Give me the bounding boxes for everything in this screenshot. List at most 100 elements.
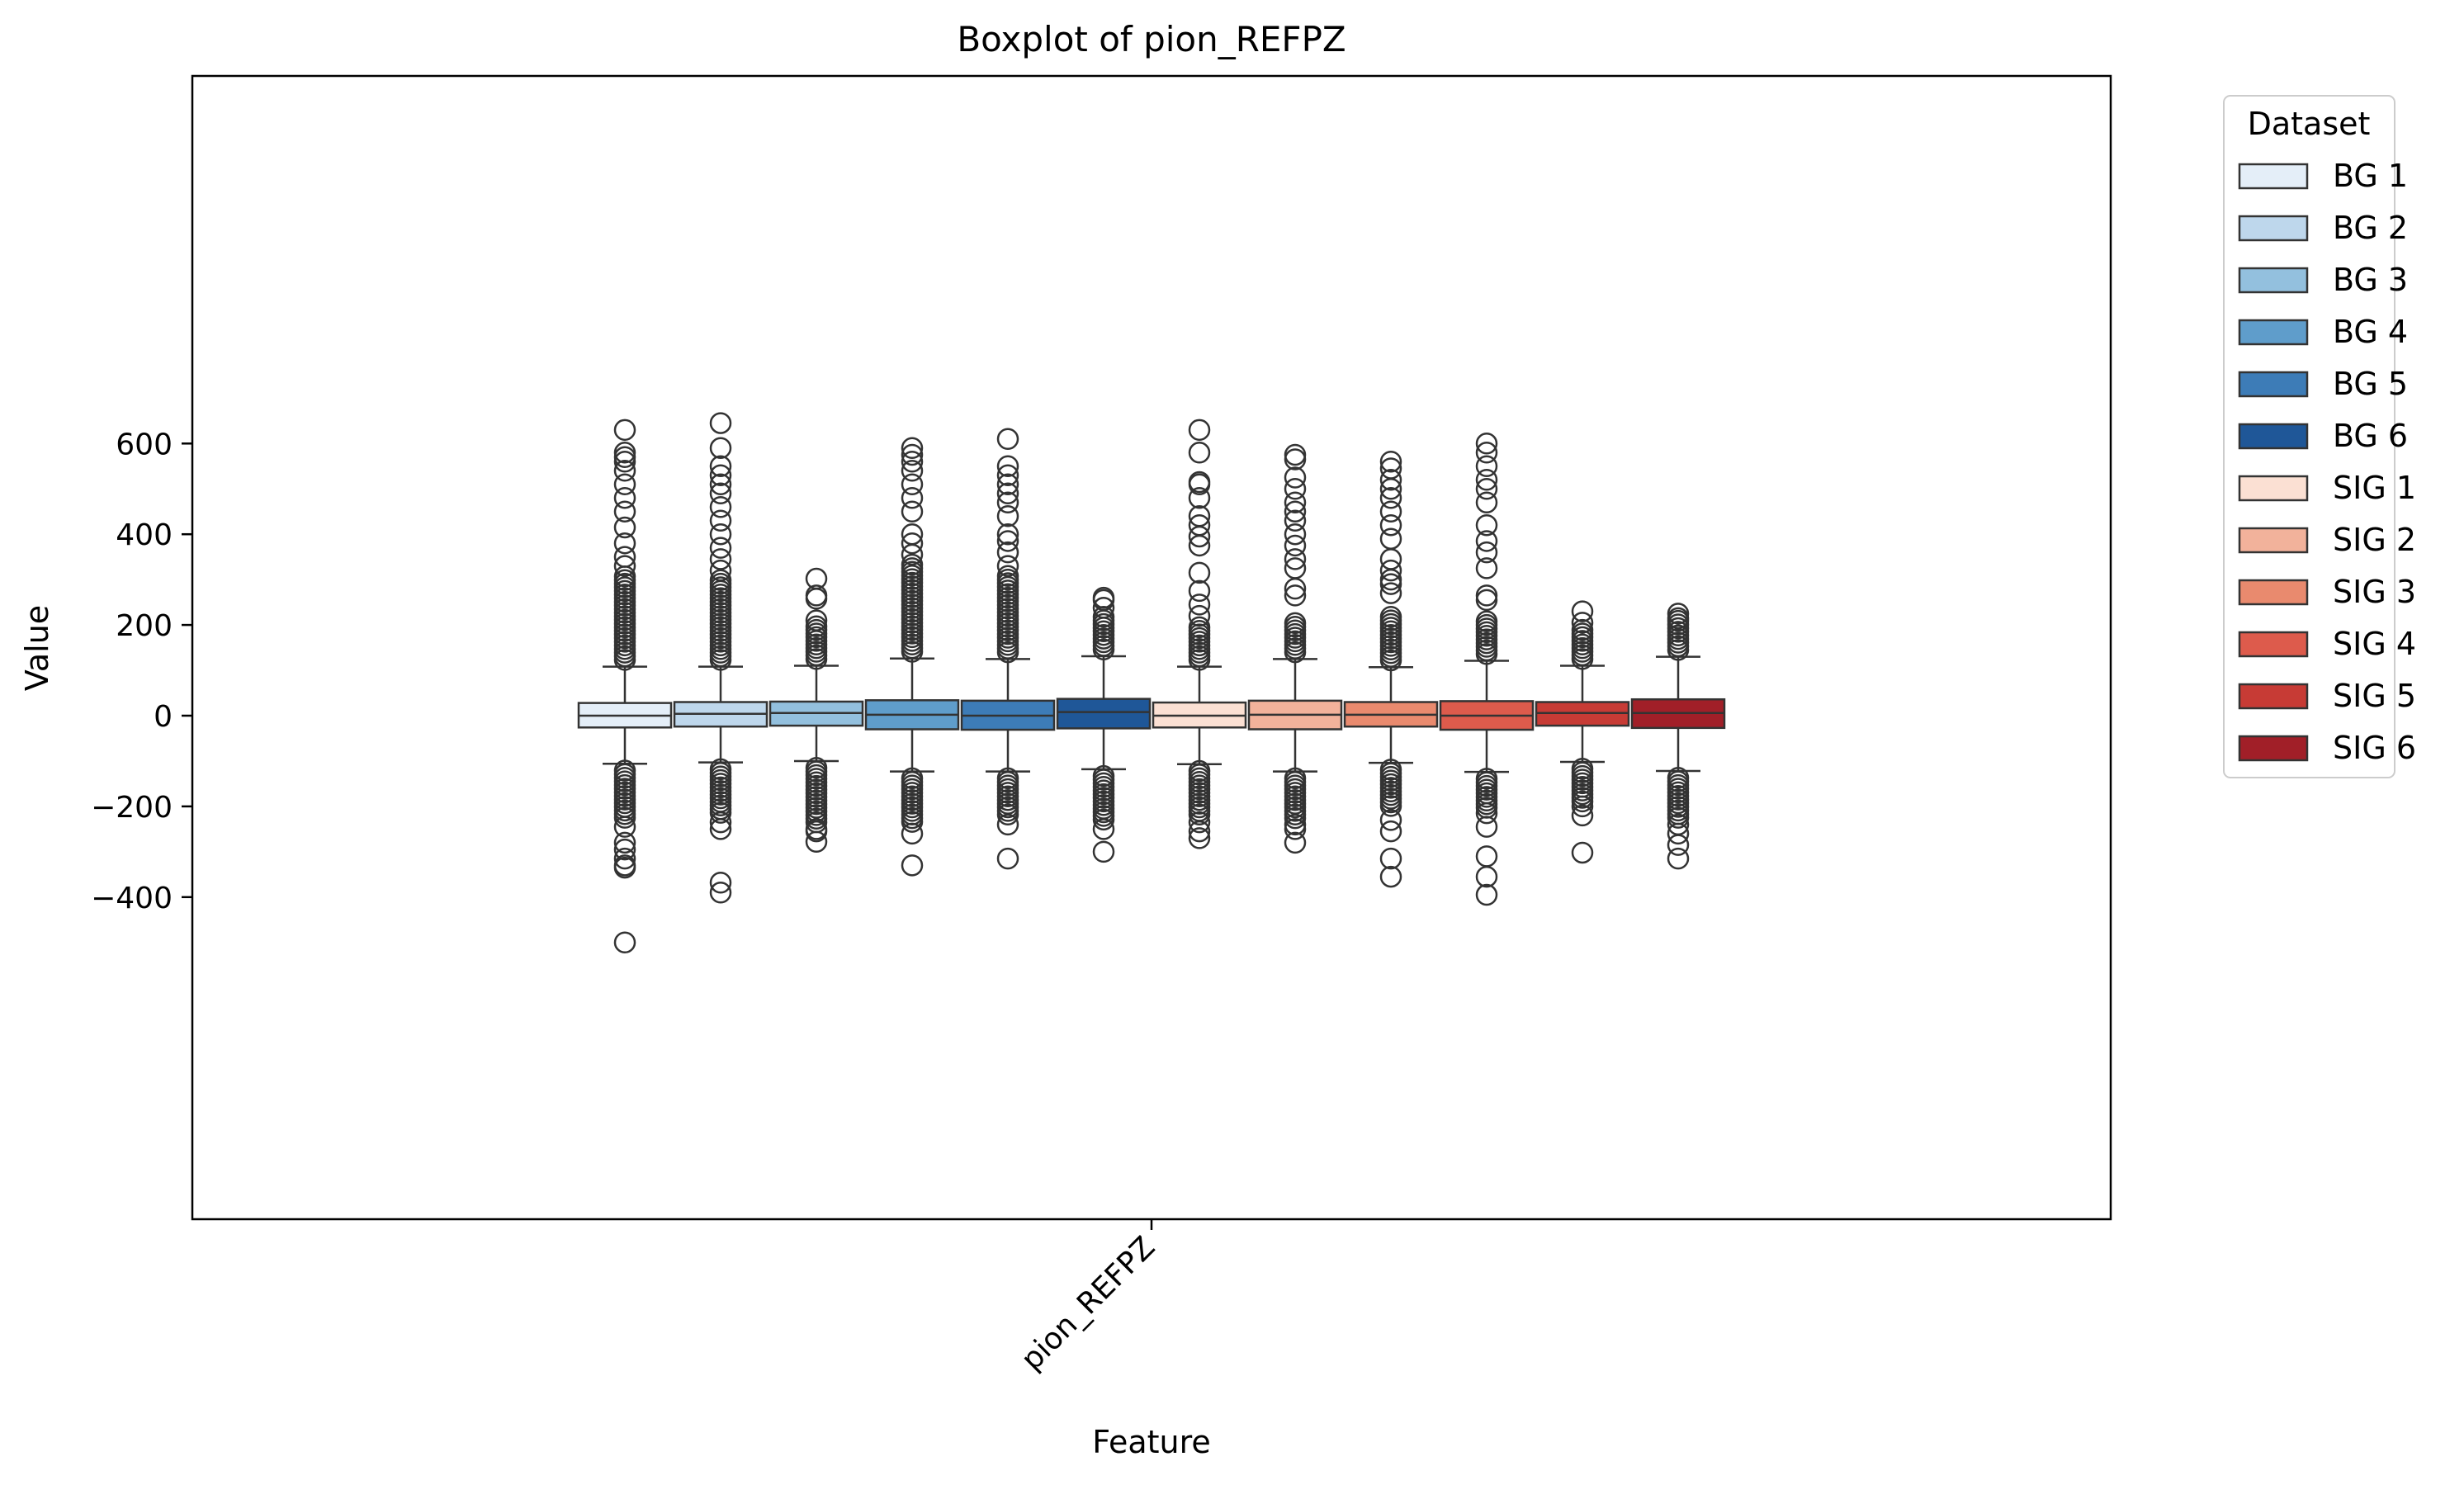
- outlier-point: [1188, 513, 1211, 537]
- outlier-point: [613, 806, 636, 829]
- box-sig-4: [1439, 433, 1535, 906]
- outlier-point: [901, 811, 924, 833]
- outlier-point: [613, 931, 636, 953]
- outlier-point: [1092, 586, 1115, 609]
- outlier-point: [996, 541, 1019, 564]
- outlier-point: [709, 523, 732, 546]
- legend-label: SIG 2: [2333, 522, 2416, 558]
- outlier-point: [1571, 600, 1594, 622]
- legend-label: BG 3: [2333, 262, 2408, 298]
- outlier-point: [805, 584, 828, 607]
- outlier-point: [1379, 469, 1402, 491]
- outlier-point: [901, 486, 924, 509]
- outlier-point: [613, 442, 636, 464]
- legend-item-bg-3[interactable]: BG 3: [2238, 262, 2408, 298]
- outlier-point: [996, 504, 1019, 527]
- outlier-point: [1188, 604, 1211, 627]
- box-sig-1: [1152, 419, 1247, 849]
- box-bg-4: [864, 437, 960, 877]
- outlier-point: [709, 412, 732, 434]
- outlier-point: [901, 451, 924, 473]
- legend-swatch: [2238, 371, 2309, 398]
- outlier-point: [1475, 865, 1498, 888]
- outlier-point: [901, 443, 924, 466]
- outlier-point: [1571, 795, 1594, 818]
- outlier-point: [1379, 513, 1402, 537]
- outlier-point: [613, 831, 636, 854]
- outlier-point: [709, 495, 732, 518]
- box-bg-1: [577, 419, 673, 953]
- box-bg-6: [1056, 586, 1152, 863]
- y-axis-label: Value: [19, 605, 55, 691]
- outlier-point: [996, 565, 1019, 588]
- legend-item-bg-2[interactable]: BG 2: [2238, 210, 2408, 246]
- y-tick-label: −400: [91, 882, 173, 915]
- outlier-point: [613, 460, 636, 482]
- outlier-point: [1284, 612, 1307, 635]
- legend-label: BG 5: [2333, 366, 2408, 402]
- legend-item-sig-1[interactable]: SIG 1: [2238, 470, 2416, 506]
- outlier-point: [1188, 579, 1211, 603]
- outlier-point: [709, 455, 732, 478]
- legend-item-bg-1[interactable]: BG 1: [2238, 158, 2408, 194]
- outlier-point: [709, 811, 732, 834]
- outlier-point: [1284, 466, 1307, 489]
- legend-item-sig-3[interactable]: SIG 3: [2238, 574, 2416, 610]
- outlier-point: [1284, 818, 1307, 840]
- legend-label: SIG 4: [2333, 626, 2416, 662]
- outlier-point: [1284, 584, 1307, 607]
- outlier-point: [709, 871, 732, 894]
- box-bg-3: [769, 567, 864, 854]
- outlier-point: [1188, 616, 1211, 639]
- y-tick-label: 0: [154, 700, 173, 734]
- outlier-point: [1379, 582, 1402, 604]
- outlier-point: [1475, 816, 1498, 838]
- outlier-point: [996, 491, 1019, 513]
- outlier-point: [901, 523, 924, 546]
- outlier-point: [996, 813, 1019, 836]
- box-sig-3: [1343, 451, 1439, 888]
- legend-swatch: [2238, 735, 2309, 762]
- outlier-point: [1379, 451, 1402, 473]
- outlier-point: [613, 532, 636, 555]
- outlier-point: [805, 615, 828, 637]
- legend-item-bg-6[interactable]: BG 6: [2238, 418, 2408, 454]
- outlier-point: [1475, 883, 1498, 906]
- outlier-point: [996, 482, 1019, 504]
- outlier-point: [1379, 865, 1402, 888]
- legend-title: Dataset: [2248, 106, 2371, 142]
- legend[interactable]: Dataset BG 1 BG 2 BG 3 BG 4 BG 5 BG 6 SIG 1 SIG…: [2223, 95, 2416, 778]
- outlier-point: [1188, 442, 1211, 464]
- outlier-point: [613, 816, 636, 838]
- outlier-point: [1475, 584, 1498, 607]
- legend-swatch: [2238, 267, 2309, 294]
- legend-label: BG 1: [2333, 158, 2408, 194]
- legend-item-sig-5[interactable]: SIG 5: [2238, 678, 2416, 714]
- outlier-point: [1284, 509, 1307, 532]
- legend-item-sig-4[interactable]: SIG 4: [2238, 626, 2416, 662]
- outlier-point: [1188, 486, 1211, 509]
- legend-label: SIG 6: [2333, 730, 2416, 766]
- outlier-point: [1475, 541, 1498, 564]
- legend-item-sig-2[interactable]: SIG 2: [2238, 522, 2416, 558]
- outlier-point: [996, 428, 1019, 451]
- outlier-point: [709, 559, 732, 582]
- legend-item-bg-4[interactable]: BG 4: [2238, 314, 2408, 350]
- outlier-point: [1284, 548, 1307, 570]
- legend-label: SIG 1: [2333, 470, 2416, 506]
- outlier-point: [709, 437, 732, 460]
- outlier-point: [805, 820, 828, 843]
- legend-label: SIG 5: [2333, 678, 2416, 714]
- outlier-point: [1571, 841, 1594, 864]
- legend-swatch: [2238, 579, 2309, 606]
- legend-item-bg-5[interactable]: BG 5: [2238, 366, 2408, 402]
- outlier-point: [901, 473, 924, 496]
- outlier-point: [709, 473, 732, 496]
- outlier-point: [1571, 618, 1594, 641]
- outlier-point: [996, 455, 1019, 478]
- legend-item-sig-6[interactable]: SIG 6: [2238, 730, 2416, 766]
- outlier-point: [613, 838, 636, 861]
- outlier-point: [805, 830, 828, 854]
- outlier-point: [1188, 504, 1211, 527]
